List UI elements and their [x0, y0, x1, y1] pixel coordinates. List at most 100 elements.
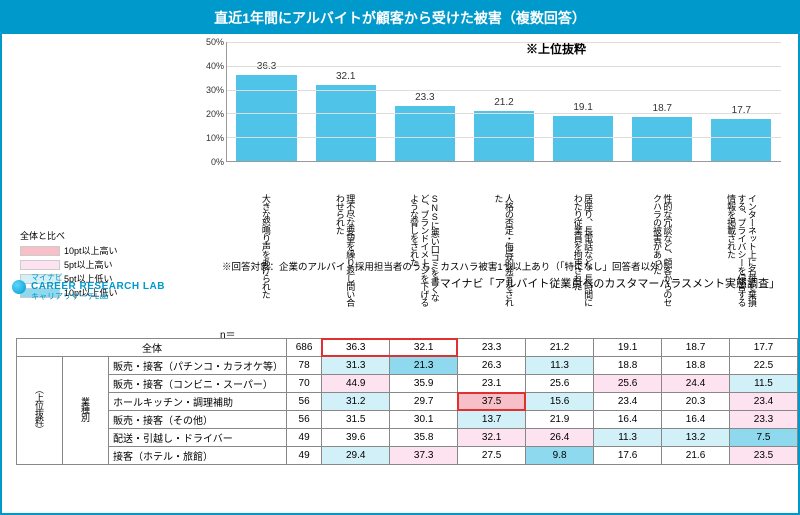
cell-value: 37.5 [458, 393, 526, 411]
y-tick: 30% [206, 85, 224, 95]
bar-slot: 32.1 [306, 42, 385, 161]
bar: 19.1 [553, 116, 613, 161]
content-area: ※上位抜粋 0%10%20%30%40%50% 36.332.123.321.2… [2, 34, 798, 309]
cell-value: 15.6 [526, 393, 594, 411]
cell-value: 25.6 [594, 375, 662, 393]
cell-n: 49 [287, 447, 322, 465]
report-frame: 直近1年間にアルバイトが顧客から受けた被害（複数回答） ※上位抜粋 0%10%2… [0, 0, 800, 515]
bar-slot: 17.7 [702, 42, 781, 161]
row-header-total: 全体 [17, 339, 287, 357]
brand-logo: マイナビ CAREER RESEARCH LAB キャリアリサーチLab [12, 274, 165, 301]
x-label: インターネット上に名誉を棄損する、プライバシーを侵害する情報を掲載された [702, 192, 781, 309]
logo-line3: キャリアリサーチLab [31, 293, 165, 301]
footnote-scope: ※回答対象：企業のアルバイト採用担当者のうち、カスハラ被害1つ以上あり（「特にな… [222, 259, 669, 273]
cell-value: 11.3 [526, 357, 594, 375]
table-row: 全体68636.332.123.321.219.118.717.7 [17, 339, 798, 357]
data-table: 全体68636.332.123.321.219.118.717.7（上位抜粋）業… [16, 338, 798, 465]
cell-value: 9.8 [526, 447, 594, 465]
cell-value: 16.4 [662, 411, 730, 429]
cell-n: 686 [287, 339, 322, 357]
group-header-inner: 業種別 [63, 357, 109, 465]
cell-value: 23.5 [730, 447, 798, 465]
x-label: 大きな怒鳴り声をあげられた [226, 192, 305, 309]
bar-slot: 19.1 [544, 42, 623, 161]
cell-n: 78 [287, 357, 322, 375]
cell-value: 25.6 [526, 375, 594, 393]
cell-value: 18.8 [662, 357, 730, 375]
bars-container: 36.3 32.1 23.3 21.2 19.1 18.7 17.7 [227, 42, 781, 161]
cell-value: 26.4 [526, 429, 594, 447]
x-label: 居座り、長電話など、長時間にわたり従業員を拘束された [543, 192, 622, 309]
cell-value: 23.3 [458, 339, 526, 357]
bar: 17.7 [711, 119, 771, 161]
cell-value: 23.3 [730, 411, 798, 429]
cell-value: 19.1 [594, 339, 662, 357]
cell-value: 29.4 [322, 447, 390, 465]
legend-label: 10pt以上高い [64, 244, 118, 257]
group-header-outer: （上位抜粋） [17, 357, 63, 465]
cell-value: 7.5 [730, 429, 798, 447]
y-tick: 40% [206, 61, 224, 71]
bar-slot: 23.3 [385, 42, 464, 161]
cell-value: 31.2 [322, 393, 390, 411]
cell-value: 18.7 [662, 339, 730, 357]
row-header: 配送・引越し・ドライバー [109, 429, 287, 447]
x-label: SNSに悪い口コミを書くなど、ブランドイメージを下げるような脅しをされた [385, 192, 464, 309]
y-tick: 0% [211, 157, 224, 167]
logo-text: マイナビ CAREER RESEARCH LAB キャリアリサーチLab [31, 274, 165, 301]
cell-value: 11.3 [594, 429, 662, 447]
cell-n: 70 [287, 375, 322, 393]
bar: 36.3 [236, 75, 296, 161]
gridline [227, 66, 781, 67]
cell-value: 36.3 [322, 339, 390, 357]
logo-icon [12, 280, 26, 294]
cell-value: 22.5 [730, 357, 798, 375]
bar-value-label: 21.2 [474, 97, 534, 108]
bar-value-label: 23.3 [395, 92, 455, 103]
x-axis-labels: 大きな怒鳴り声をあげられた理不尽な要望を繰り返し問い合わせられたSNSに悪い口コ… [226, 192, 781, 309]
cell-value: 18.8 [594, 357, 662, 375]
bar: 32.1 [316, 85, 376, 161]
cell-value: 21.2 [526, 339, 594, 357]
cell-value: 32.1 [458, 429, 526, 447]
footnote-source: マイナビ「アルバイト従業員へのカスタマーハラスメント実態調査」 [440, 275, 780, 291]
row-header: 販売・接客（コンビニ・スーパー） [109, 375, 287, 393]
table-row: 配送・引越し・ドライバー4939.635.832.126.411.313.27.… [17, 429, 798, 447]
table-row: ホールキッチン・調理補助5631.229.737.515.623.420.323… [17, 393, 798, 411]
cell-value: 24.4 [662, 375, 730, 393]
logo-line2: CAREER RESEARCH LAB [31, 281, 165, 292]
cell-value: 35.8 [390, 429, 458, 447]
gridline [227, 137, 781, 138]
cell-value: 16.4 [594, 411, 662, 429]
bar: 21.2 [474, 111, 534, 161]
row-header: 販売・接客（パチンコ・カラオケ等） [109, 357, 287, 375]
gridline [227, 90, 781, 91]
cell-value: 31.5 [322, 411, 390, 429]
legend-label: 5pt以上高い [64, 258, 113, 271]
legend-item: 5pt以上高い [20, 258, 118, 271]
bar-value-label: 18.7 [632, 103, 692, 114]
row-header: 接客（ホテル・旅館） [109, 447, 287, 465]
cell-value: 32.1 [390, 339, 458, 357]
y-tick: 10% [206, 133, 224, 143]
cell-value: 17.6 [594, 447, 662, 465]
cell-value: 11.5 [730, 375, 798, 393]
cell-value: 21.6 [662, 447, 730, 465]
bar-chart: ※上位抜粋 0%10%20%30%40%50% 36.332.123.321.2… [226, 42, 781, 192]
cell-value: 26.3 [458, 357, 526, 375]
legend-title: 全体と比べ [20, 229, 118, 242]
cell-value: 31.3 [322, 357, 390, 375]
cell-value: 30.1 [390, 411, 458, 429]
table-row: 接客（ホテル・旅館）4929.437.327.59.817.621.623.5 [17, 447, 798, 465]
gridline [227, 42, 781, 43]
cell-value: 13.2 [662, 429, 730, 447]
table-row: 販売・接客（その他）5631.530.113.721.916.416.423.3 [17, 411, 798, 429]
cell-value: 35.9 [390, 375, 458, 393]
cell-value: 20.3 [662, 393, 730, 411]
legend-item: 10pt以上高い [20, 244, 118, 257]
cell-value: 23.4 [594, 393, 662, 411]
cell-value: 21.9 [526, 411, 594, 429]
cell-value: 21.3 [390, 357, 458, 375]
bar-slot: 36.3 [227, 42, 306, 161]
table-row: （上位抜粋）業種別販売・接客（パチンコ・カラオケ等）7831.321.326.3… [17, 357, 798, 375]
